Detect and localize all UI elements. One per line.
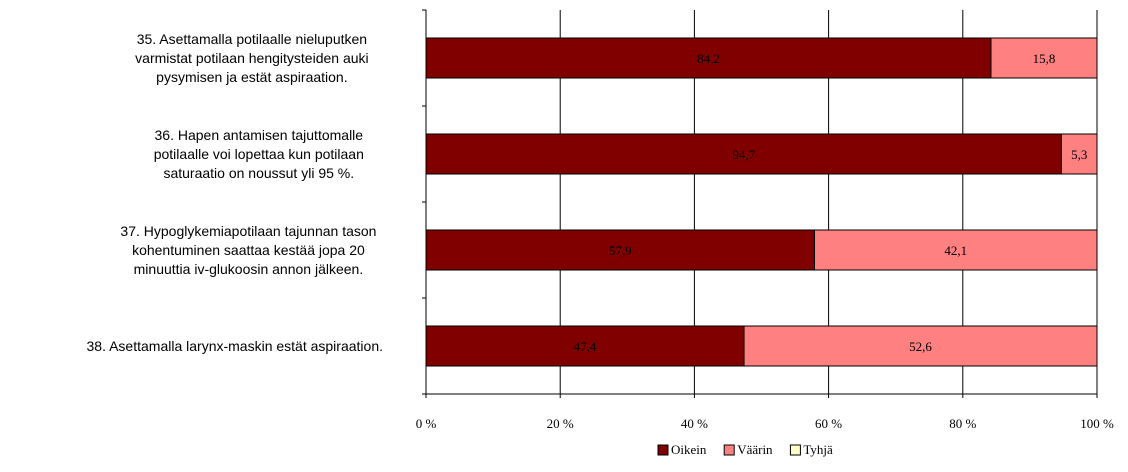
x-tick-labels: 0 % 20 % 40 % 60 % 80 % 100 % bbox=[416, 416, 1114, 431]
data-label: 42,1 bbox=[944, 243, 967, 258]
legend-swatch-väärin bbox=[723, 444, 735, 456]
bar-segment-oikein bbox=[425, 37, 992, 79]
legend-swatch-oikein bbox=[657, 444, 669, 456]
x-tick-label: 0 % bbox=[416, 416, 437, 431]
category-labels: 35. Asettamalla potilaalle nieluputken va… bbox=[87, 31, 383, 354]
bar-segment-oikein bbox=[425, 133, 1062, 175]
x-tick-label: 20 % bbox=[547, 416, 574, 431]
category-label: 37. Hypoglykemiapotilaan tajunnan tason k… bbox=[120, 223, 376, 277]
bar-segment-oikein bbox=[425, 229, 816, 271]
category-label-line: varmistat potilaan hengitysteiden auki bbox=[135, 50, 368, 66]
bar-segment-väärin bbox=[814, 229, 1098, 271]
data-label: 52,6 bbox=[909, 339, 932, 354]
data-label: 5,3 bbox=[1071, 147, 1087, 162]
category-label-line: minuuttia iv-glukoosin annon jälkeen. bbox=[134, 261, 364, 277]
category-label-line: saturaatio on noussut yli 95 %. bbox=[163, 165, 354, 181]
data-label: 47,4 bbox=[574, 339, 597, 354]
bar-segment-oikein bbox=[425, 325, 745, 367]
category-label-line: potilaalle voi lopettaa kun potilaan bbox=[154, 146, 364, 162]
bar-segment-väärin bbox=[1060, 133, 1098, 175]
legend-label-oikein: Oikein bbox=[671, 442, 707, 457]
bar-segment-väärin bbox=[743, 325, 1098, 367]
axes bbox=[422, 9, 1098, 398]
legend-label-tyhjä: Tyhjä bbox=[803, 442, 833, 457]
data-label: 84,2 bbox=[697, 51, 720, 66]
x-tick-label: 40 % bbox=[681, 416, 708, 431]
category-label-line: 37. Hypoglykemiapotilaan tajunnan tason bbox=[120, 223, 376, 239]
data-label: 94,7 bbox=[732, 147, 755, 162]
x-tick-label: 100 % bbox=[1080, 416, 1114, 431]
category-label-line: 38. Asettamalla larynx-maskin estät aspi… bbox=[87, 338, 383, 354]
category-label: 38. Asettamalla larynx-maskin estät aspi… bbox=[87, 338, 383, 354]
category-label-line: 35. Asettamalla potilaalle nieluputken bbox=[137, 31, 367, 47]
legend-swatch-tyhjä bbox=[789, 444, 801, 456]
bars: 84,2 15,8 94,7 5,3 57,9 42,1 47,4 52,6 bbox=[425, 37, 1098, 367]
category-label: 36. Hapen antamisen tajuttomalle potilaal… bbox=[154, 127, 364, 181]
legend-label-väärin: Väärin bbox=[737, 442, 773, 457]
data-label: 57,9 bbox=[609, 243, 632, 258]
category-label-line: kohentuminen saattaa kestää jopa 20 bbox=[132, 242, 365, 258]
category-label: 35. Asettamalla potilaalle nieluputken va… bbox=[135, 31, 368, 85]
x-tick-label: 80 % bbox=[949, 416, 976, 431]
bar-segment-väärin bbox=[990, 37, 1098, 79]
x-tick-label: 60 % bbox=[815, 416, 842, 431]
category-label-line: pysymisen ja estät aspiraation. bbox=[156, 69, 347, 85]
category-label-line: 36. Hapen antamisen tajuttomalle bbox=[155, 127, 364, 143]
legend[interactable]: Oikein Väärin Tyhjä bbox=[657, 442, 833, 457]
data-label: 15,8 bbox=[1033, 51, 1056, 66]
